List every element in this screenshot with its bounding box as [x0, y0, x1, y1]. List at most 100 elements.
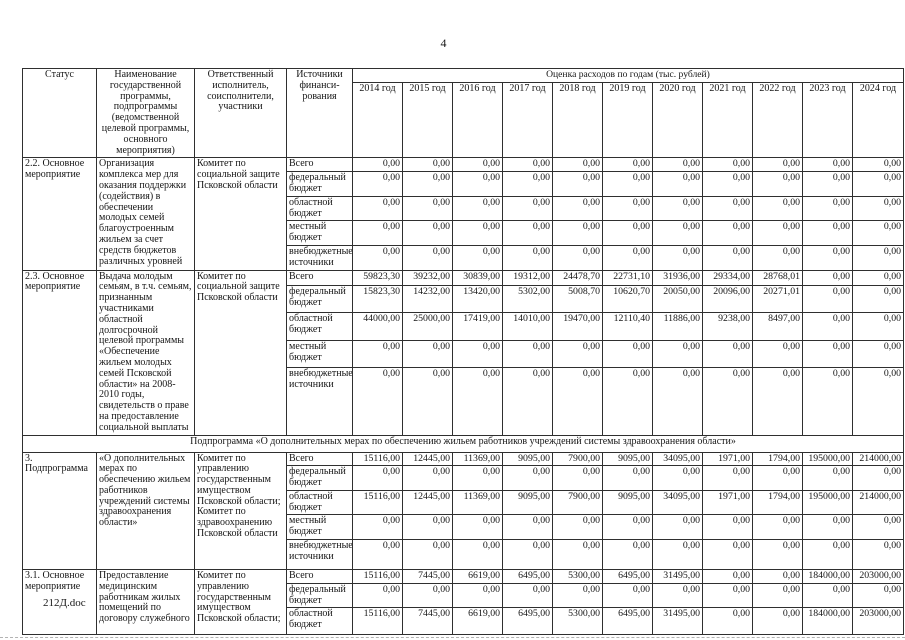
- value-cell: 0,00: [852, 157, 904, 173]
- value-cell: 0,00: [452, 539, 503, 571]
- value-cell: 0,00: [702, 607, 753, 636]
- value-cell: 0,00: [802, 220, 853, 246]
- value-cell: 0,00: [702, 465, 753, 491]
- program-name-cell: Организация комплекса мер для оказания п…: [96, 157, 195, 271]
- value-cell: 0,00: [502, 539, 553, 571]
- table-header: Статус Наименование государственной прог…: [22, 67, 904, 159]
- value-cell: 28768,01: [752, 269, 803, 286]
- value-cell: 0,00: [552, 339, 603, 369]
- program-name-cell: «О дополнительных мерах по обеспечению ж…: [96, 451, 195, 571]
- footer-filename: 212Д.doc: [43, 597, 86, 609]
- source-label-cell: областной бюджет: [286, 607, 353, 636]
- table-row: федеральный бюджет 0,00 0,00 0,00 0,00 0,00 0,…: [23, 465, 904, 491]
- table-row: местный бюджет 0,00 0,00 0,00 0,00 0,00 0,00 0,…: [23, 220, 904, 246]
- value-cell: 0,00: [852, 539, 904, 571]
- value-cell: 0,00: [352, 244, 403, 271]
- value-cell: 8497,00: [752, 312, 803, 341]
- value-cell: 11369,00: [452, 489, 503, 516]
- table-row: областной бюджет 15116,00 7445,00 6619,00 64…: [23, 607, 904, 636]
- value-cell: 0,00: [502, 339, 553, 369]
- value-cell: 20096,00: [702, 284, 753, 314]
- value-cell: 5302,00: [502, 284, 553, 314]
- value-cell: 0,00: [652, 539, 703, 571]
- value-cell: 0,00: [602, 157, 653, 173]
- value-cell: 0,00: [702, 539, 753, 571]
- value-cell: 0,00: [802, 539, 853, 571]
- value-cell: 0,00: [652, 220, 703, 246]
- value-cell: 6495,00: [502, 569, 553, 584]
- year-header: 2017 год: [502, 82, 553, 159]
- value-cell: 0,00: [802, 367, 853, 436]
- value-cell: 0,00: [852, 465, 904, 491]
- value-cell: 12110,40: [602, 312, 653, 341]
- value-cell: 0,00: [602, 465, 653, 491]
- value-cell: 0,00: [602, 195, 653, 222]
- value-cell: 31495,00: [652, 569, 703, 584]
- value-cell: 13420,00: [452, 284, 503, 314]
- value-cell: 0,00: [552, 539, 603, 571]
- value-cell: 11886,00: [652, 312, 703, 341]
- year-header: 2016 год: [452, 82, 503, 159]
- year-header: 2018 год: [552, 82, 603, 159]
- value-cell: 0,00: [802, 157, 853, 173]
- value-cell: 184000,00: [802, 607, 853, 636]
- value-cell: 0,00: [852, 284, 904, 314]
- value-cell: 15823,30: [352, 284, 403, 314]
- value-cell: 0,00: [552, 514, 603, 541]
- value-cell: 39232,00: [402, 269, 453, 286]
- value-cell: 0,00: [352, 220, 403, 246]
- value-cell: 0,00: [702, 157, 753, 173]
- value-cell: 5300,00: [552, 607, 603, 636]
- value-cell: 10620,70: [602, 284, 653, 314]
- value-cell: 0,00: [402, 339, 453, 369]
- value-cell: 0,00: [852, 244, 904, 271]
- program-name-cell: Выдача молодым семьям, в т.ч. семьям, пр…: [96, 269, 195, 436]
- value-cell: 15116,00: [352, 569, 403, 584]
- source-label-cell: Всего: [286, 269, 353, 286]
- year-header: 2019 год: [602, 82, 653, 159]
- subprogram-section-title: Подпрограмма «О дополнительных мерах по …: [22, 434, 904, 453]
- value-cell: 0,00: [802, 284, 853, 314]
- status-cell: 2.3. Основное мероприятие: [22, 269, 97, 436]
- value-cell: 0,00: [552, 157, 603, 173]
- value-cell: 0,00: [802, 514, 853, 541]
- source-label-cell: федеральный бюджет: [286, 582, 353, 609]
- table-row: областной бюджет 0,00 0,00 0,00 0,00 0,00 0,00…: [23, 195, 904, 222]
- value-cell: 6619,00: [452, 569, 503, 584]
- year-header: 2022 год: [752, 82, 803, 159]
- value-cell: 0,00: [502, 582, 553, 609]
- value-cell: 14232,00: [402, 284, 453, 314]
- value-cell: 0,00: [352, 157, 403, 173]
- value-cell: 0,00: [802, 195, 853, 222]
- value-cell: 9095,00: [602, 451, 653, 467]
- table-row: внебюджетные источники 0,00 0,00 0,00 0,00 0,…: [23, 539, 904, 571]
- value-cell: 0,00: [552, 220, 603, 246]
- value-cell: 0,00: [702, 339, 753, 369]
- source-label-cell: местный бюджет: [286, 339, 353, 369]
- value-cell: 0,00: [402, 582, 453, 609]
- value-cell: 0,00: [552, 195, 603, 222]
- col-header-status: Статус: [22, 67, 97, 159]
- value-cell: 0,00: [452, 367, 503, 436]
- value-cell: 0,00: [402, 195, 453, 222]
- value-cell: 0,00: [652, 157, 703, 173]
- value-cell: 1971,00: [702, 451, 753, 467]
- value-cell: 0,00: [652, 367, 703, 436]
- value-cell: 203000,00: [852, 569, 904, 584]
- status-cell: 3.1. Основное мероприятие: [22, 569, 97, 636]
- value-cell: 20050,00: [652, 284, 703, 314]
- year-header: 2023 год: [802, 82, 853, 159]
- value-cell: 0,00: [402, 244, 453, 271]
- value-cell: 0,00: [452, 339, 503, 369]
- value-cell: 0,00: [652, 582, 703, 609]
- value-cell: 0,00: [802, 244, 853, 271]
- value-cell: 0,00: [552, 367, 603, 436]
- source-label-cell: федеральный бюджет: [286, 465, 353, 491]
- source-label-cell: областной бюджет: [286, 195, 353, 222]
- table-body: 2.2. Основное мероприятие Организация ком…: [22, 157, 904, 636]
- value-cell: 0,00: [652, 195, 703, 222]
- value-cell: 0,00: [502, 171, 553, 197]
- table-row: местный бюджет 0,00 0,00 0,00 0,00 0,00 0,00 0,…: [23, 514, 904, 541]
- value-cell: 0,00: [552, 465, 603, 491]
- value-cell: 0,00: [702, 220, 753, 246]
